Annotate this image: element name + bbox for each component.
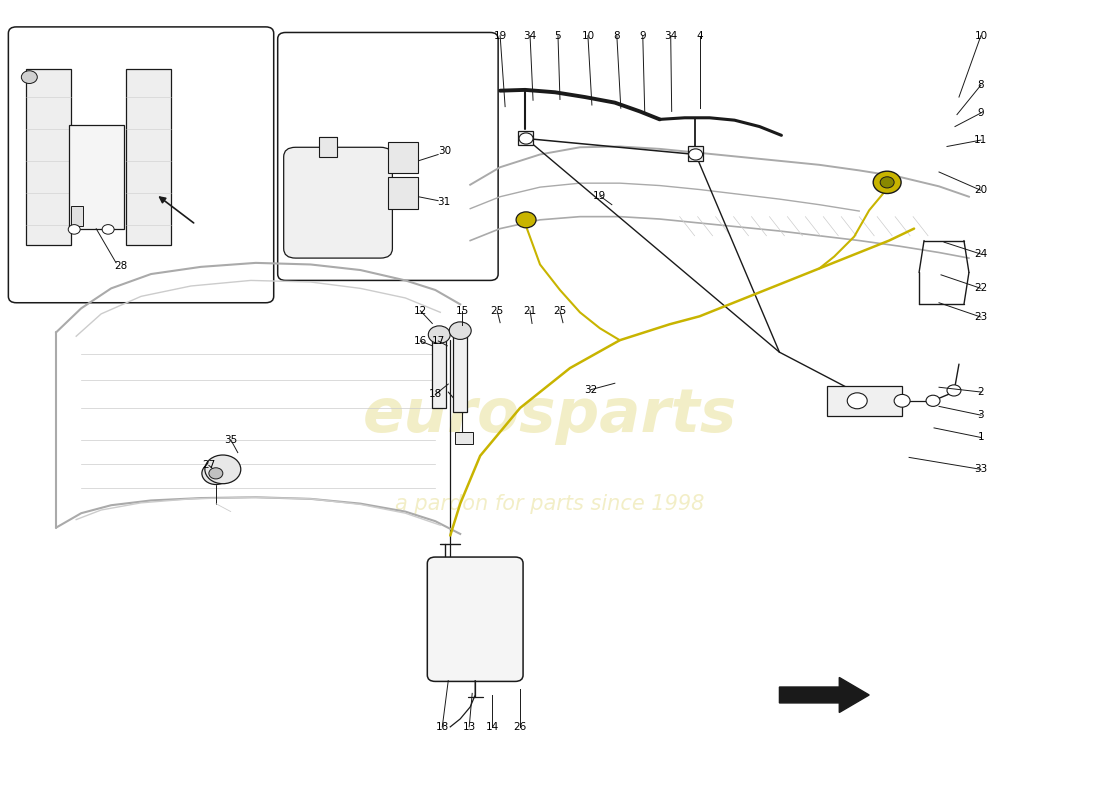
Text: 10: 10 — [975, 30, 988, 41]
Circle shape — [202, 462, 230, 485]
Text: a pardon for parts since 1998: a pardon for parts since 1998 — [395, 494, 705, 514]
Text: 12: 12 — [414, 306, 427, 316]
Text: 35: 35 — [224, 435, 238, 445]
Text: 31: 31 — [438, 198, 451, 207]
Text: eurosparts: eurosparts — [363, 386, 737, 446]
Bar — [455, 432, 473, 444]
Text: 18: 18 — [429, 390, 442, 399]
Text: 23: 23 — [975, 312, 988, 322]
Text: 2: 2 — [978, 387, 984, 397]
Text: 22: 22 — [975, 283, 988, 294]
Bar — [518, 130, 534, 145]
Circle shape — [519, 133, 534, 144]
Circle shape — [516, 212, 536, 228]
Circle shape — [209, 468, 223, 479]
Circle shape — [880, 177, 894, 188]
Bar — [69, 125, 124, 229]
Circle shape — [926, 395, 940, 406]
Circle shape — [847, 393, 867, 409]
Circle shape — [449, 322, 471, 339]
Text: 17: 17 — [431, 336, 444, 346]
Text: 10: 10 — [581, 30, 594, 41]
Bar — [319, 137, 337, 157]
Text: 9: 9 — [978, 108, 984, 118]
Polygon shape — [780, 678, 869, 713]
Text: 19: 19 — [494, 30, 507, 41]
Text: 34: 34 — [524, 30, 537, 41]
Bar — [72, 206, 84, 226]
Circle shape — [894, 394, 910, 407]
Text: 21: 21 — [524, 306, 537, 316]
Circle shape — [428, 326, 450, 343]
Text: 34: 34 — [664, 30, 678, 41]
Bar — [388, 142, 418, 173]
Text: 19: 19 — [593, 191, 606, 201]
Bar — [126, 69, 170, 245]
Bar — [453, 336, 468, 412]
Text: 14: 14 — [485, 722, 498, 732]
Text: 27: 27 — [202, 460, 216, 470]
Text: 13: 13 — [463, 722, 476, 732]
Text: 32: 32 — [584, 385, 597, 394]
FancyBboxPatch shape — [284, 147, 393, 258]
Text: 25: 25 — [491, 306, 504, 316]
Circle shape — [21, 70, 37, 83]
Bar — [26, 69, 72, 245]
Circle shape — [205, 455, 241, 484]
Text: 33: 33 — [975, 464, 988, 474]
Circle shape — [947, 385, 961, 396]
FancyBboxPatch shape — [277, 33, 498, 281]
Text: 3: 3 — [978, 410, 984, 420]
Text: 28: 28 — [114, 261, 128, 271]
Circle shape — [102, 225, 114, 234]
Text: 25: 25 — [553, 306, 566, 316]
Circle shape — [873, 171, 901, 194]
Bar — [827, 386, 902, 416]
Text: 8: 8 — [978, 80, 984, 90]
Bar — [388, 177, 418, 209]
Text: 9: 9 — [639, 30, 646, 41]
Text: 24: 24 — [975, 249, 988, 259]
Text: 15: 15 — [455, 306, 469, 316]
Text: 16: 16 — [414, 336, 427, 346]
Text: 11: 11 — [975, 135, 988, 145]
Text: 30: 30 — [438, 146, 451, 156]
Circle shape — [68, 225, 80, 234]
Text: 18: 18 — [436, 722, 449, 732]
FancyBboxPatch shape — [427, 557, 524, 682]
Text: 1: 1 — [978, 433, 984, 442]
Text: 4: 4 — [696, 30, 703, 41]
Bar — [432, 340, 447, 408]
Text: 20: 20 — [975, 186, 988, 195]
Bar — [688, 146, 703, 161]
Text: 26: 26 — [514, 722, 527, 732]
FancyBboxPatch shape — [9, 27, 274, 302]
Text: 8: 8 — [614, 30, 620, 41]
Circle shape — [689, 149, 703, 160]
Text: 5: 5 — [554, 30, 561, 41]
